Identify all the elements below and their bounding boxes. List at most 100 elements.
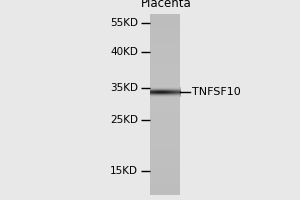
Bar <box>161 90 163 91</box>
Bar <box>176 96 177 97</box>
Bar <box>159 92 160 93</box>
Bar <box>177 92 178 93</box>
Bar <box>161 94 163 95</box>
Bar <box>164 92 165 93</box>
Bar <box>161 87 163 88</box>
Bar <box>167 92 169 93</box>
Bar <box>150 96 151 97</box>
Bar <box>152 93 154 94</box>
Bar <box>150 113 180 115</box>
Bar <box>153 95 154 96</box>
Bar <box>152 90 154 91</box>
Bar <box>161 90 163 91</box>
Bar <box>163 95 164 96</box>
Bar <box>157 88 158 89</box>
Bar <box>150 75 180 77</box>
Bar <box>162 92 163 93</box>
Bar <box>150 99 180 101</box>
Bar <box>159 89 160 90</box>
Bar <box>165 96 166 97</box>
Bar <box>177 88 178 89</box>
Bar <box>162 90 163 91</box>
Bar <box>150 88 151 89</box>
Bar <box>166 93 167 94</box>
Bar <box>150 94 151 95</box>
Bar <box>177 89 178 90</box>
Bar <box>164 96 166 97</box>
Bar <box>150 57 180 60</box>
Bar <box>174 95 175 96</box>
Bar <box>176 89 178 90</box>
Bar <box>169 94 170 95</box>
Bar <box>166 95 167 96</box>
Bar <box>176 89 178 90</box>
Bar <box>179 87 181 88</box>
Bar <box>175 90 176 91</box>
Bar <box>153 93 154 94</box>
Bar <box>157 94 158 95</box>
Bar <box>158 92 159 93</box>
Bar <box>160 92 161 93</box>
Bar <box>165 91 166 92</box>
Bar <box>178 96 180 97</box>
Bar <box>150 41 180 43</box>
Bar <box>176 94 178 95</box>
Bar <box>160 93 162 94</box>
Bar <box>170 87 172 88</box>
Bar <box>154 92 155 93</box>
Bar <box>178 91 179 92</box>
Bar <box>154 93 156 94</box>
Bar <box>155 93 157 94</box>
Bar <box>162 96 163 97</box>
Bar <box>178 96 179 97</box>
Bar <box>171 91 172 92</box>
Bar <box>153 92 154 93</box>
Bar <box>158 92 160 93</box>
Bar <box>150 46 180 49</box>
Bar <box>169 95 170 96</box>
Bar <box>152 90 153 91</box>
Bar <box>152 87 154 88</box>
Bar <box>168 95 169 96</box>
Bar <box>176 90 177 91</box>
Bar <box>176 94 177 95</box>
Bar <box>173 96 175 97</box>
Bar <box>150 167 180 169</box>
Bar <box>150 90 151 91</box>
Bar <box>154 96 155 97</box>
Bar <box>150 162 180 164</box>
Bar <box>172 94 173 95</box>
Bar <box>178 90 180 91</box>
Bar <box>176 95 177 96</box>
Bar <box>156 90 157 91</box>
Bar <box>150 88 151 89</box>
Bar <box>150 165 180 168</box>
Bar <box>167 90 169 91</box>
Bar <box>177 91 178 92</box>
Bar <box>169 95 171 96</box>
Bar <box>176 96 178 97</box>
Bar <box>167 91 168 92</box>
Bar <box>171 88 172 89</box>
Bar <box>163 90 164 91</box>
Bar <box>156 89 157 90</box>
Bar <box>166 89 167 90</box>
Bar <box>174 88 175 89</box>
Bar <box>150 87 151 88</box>
Bar <box>162 95 163 96</box>
Bar <box>170 90 172 91</box>
Bar <box>172 92 173 93</box>
Bar <box>175 92 176 93</box>
Bar <box>151 90 152 91</box>
Bar <box>164 92 165 93</box>
Bar <box>150 87 151 88</box>
Bar <box>159 88 160 89</box>
Bar <box>160 88 162 89</box>
Bar <box>179 95 181 96</box>
Bar <box>150 18 180 20</box>
Bar <box>169 92 171 93</box>
Bar <box>175 91 176 92</box>
Bar <box>160 88 161 89</box>
Bar <box>151 94 152 95</box>
Bar <box>172 87 173 88</box>
